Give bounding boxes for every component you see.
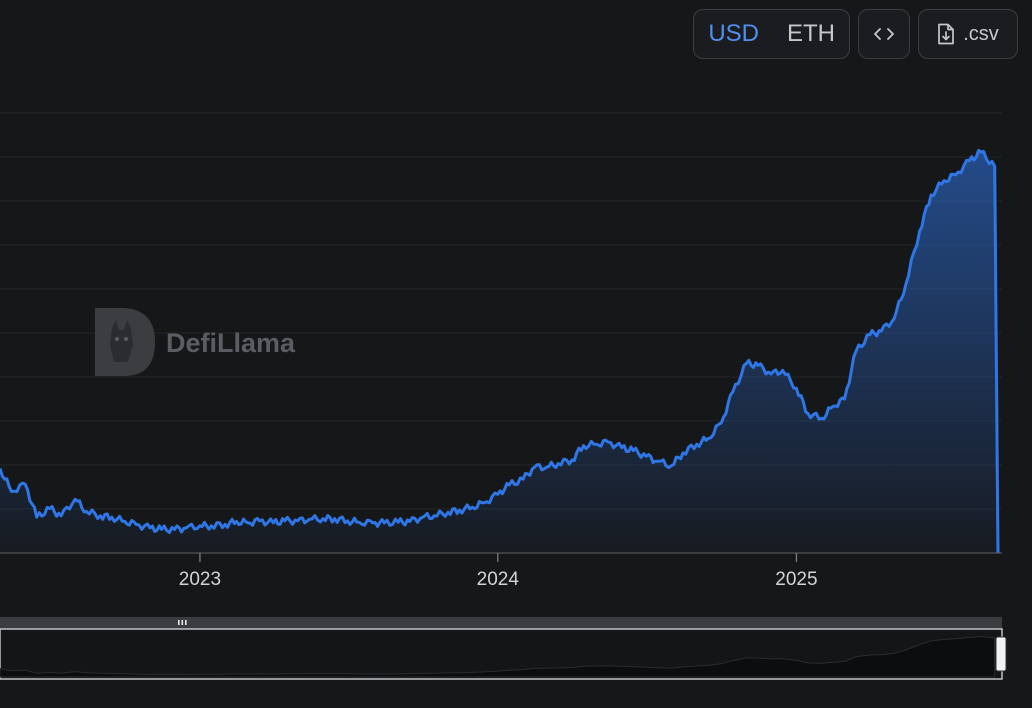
chart-toolbar: USD ETH .csv <box>693 9 1018 59</box>
code-brackets-icon <box>874 28 894 40</box>
embed-button[interactable] <box>858 9 910 59</box>
csv-label: .csv <box>963 22 999 45</box>
download-csv-button[interactable]: .csv <box>918 9 1018 59</box>
range-slider[interactable] <box>0 617 1007 680</box>
range-slider-right-handle[interactable] <box>995 636 1007 672</box>
currency-usd-button[interactable]: USD <box>708 20 759 47</box>
tvl-line <box>0 148 1000 554</box>
llama-logo-icon <box>95 308 155 376</box>
drag-grip-icon[interactable] <box>178 620 187 625</box>
x-axis: 2023 2024 2025 <box>179 553 818 590</box>
defillama-watermark: DefiLlama <box>95 308 296 376</box>
currency-eth-button[interactable]: ETH <box>787 20 835 47</box>
currency-toggle: USD ETH <box>693 9 850 59</box>
file-download-icon <box>938 23 955 45</box>
range-slider-handle-bar[interactable] <box>0 617 1002 629</box>
range-slider-preview <box>0 635 996 678</box>
tvl-area <box>0 150 998 553</box>
watermark-text: DefiLlama <box>166 328 296 358</box>
x-tick-label-2025: 2025 <box>775 569 817 590</box>
x-tick-label-2024: 2024 <box>477 569 520 590</box>
x-tick-label-2023: 2023 <box>179 569 221 590</box>
